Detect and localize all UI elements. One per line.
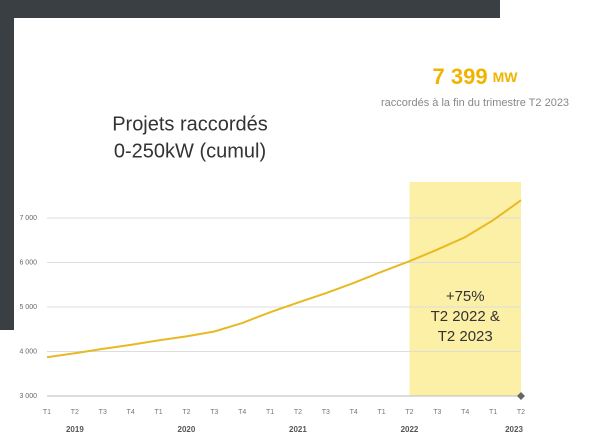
headline-unit: MW — [493, 69, 519, 85]
x-tick-label: T2 — [182, 409, 190, 416]
y-tick-label: 7 000 — [19, 215, 37, 222]
annotation: +75% — [446, 288, 485, 305]
x-tick-label: T2 — [294, 409, 302, 416]
x-tick-label: T1 — [378, 409, 386, 416]
headline-value: 7 399 — [433, 64, 488, 89]
x-tick-label: T2 — [517, 409, 525, 416]
y-tick-label: 3 000 — [19, 393, 37, 400]
annotation: T2 2022 & — [431, 308, 500, 325]
y-tick-label: 5 000 — [19, 304, 37, 311]
chart-title: 0-250kW (cumul) — [114, 140, 266, 162]
x-tick-label: T4 — [350, 409, 358, 416]
subtitle: raccordés à la fin du trimestre T2 2023 — [381, 97, 569, 109]
x-tick-label: T4 — [127, 409, 135, 416]
annotation: T2 2023 — [438, 328, 493, 345]
x-tick-label: T3 — [433, 409, 441, 416]
year-label: 2021 — [289, 425, 307, 434]
chart-title: Projets raccordés — [112, 113, 268, 135]
x-tick-label: T2 — [71, 409, 79, 416]
x-tick-label: T1 — [43, 409, 51, 416]
x-tick-label: T3 — [210, 409, 218, 416]
end-marker — [517, 392, 525, 400]
x-tick-label: T1 — [154, 409, 162, 416]
headline: 7 399 MW — [433, 64, 519, 89]
year-label: 2019 — [66, 425, 84, 434]
year-label: 2020 — [178, 425, 196, 434]
photo-strip — [0, 0, 14, 330]
x-tick-label: T3 — [99, 409, 107, 416]
x-tick-label: T1 — [266, 409, 274, 416]
year-label: 2023 — [505, 425, 523, 434]
x-tick-label: T4 — [238, 409, 246, 416]
y-tick-label: 4 000 — [19, 348, 37, 355]
x-tick-label: T1 — [489, 409, 497, 416]
photo-strip — [0, 0, 500, 18]
line — [46, 199, 522, 359]
y-tick-label: 6 000 — [19, 259, 37, 266]
year-label: 2022 — [401, 425, 419, 434]
x-tick-label: T2 — [405, 409, 413, 416]
x-tick-label: T4 — [461, 409, 469, 416]
x-tick-label: T3 — [322, 409, 330, 416]
